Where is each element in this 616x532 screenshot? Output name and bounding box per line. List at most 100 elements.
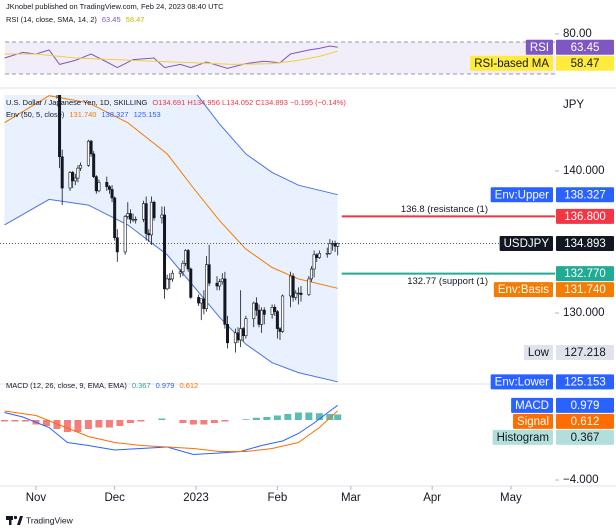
histogram-bar: [0, 420, 8, 422]
price-label-value: 132.770: [564, 268, 606, 280]
x-tick-label: Nov: [26, 492, 47, 504]
candle-body: [226, 324, 230, 344]
price-label-box: [556, 266, 614, 282]
candle-body: [202, 298, 206, 310]
candle-body: [71, 172, 75, 182]
pane-title: RSI (14, close, SMA, 14, 2): [6, 15, 97, 24]
histogram-bar: [63, 420, 71, 432]
unit-label: JPY: [563, 99, 584, 111]
price-label-value: 58.47: [571, 58, 600, 70]
histogram-bar: [126, 420, 134, 423]
histogram-bar: [179, 420, 187, 423]
candle-body: [160, 214, 164, 219]
histogram-bar: [84, 420, 92, 429]
histogram-bar: [53, 420, 61, 429]
candle-body: [197, 297, 201, 304]
price-label-name-box: [492, 429, 553, 445]
price-label-name: Env:Basis: [498, 284, 549, 296]
histogram-bar: [11, 420, 19, 422]
histogram-bar: [294, 412, 302, 420]
y-tick-label: 130.000: [563, 307, 605, 319]
rsi-pane: [4, 41, 555, 75]
candle-body: [273, 307, 277, 312]
histogram-bar: [252, 417, 260, 420]
candle-body: [189, 268, 193, 298]
price-label-box: [556, 282, 614, 298]
title-value: O134.691 H134.956 L134.052 C134.893 −0.1…: [152, 98, 346, 107]
title-value: 63.45: [102, 15, 121, 24]
candle-body: [142, 203, 146, 220]
histogram-bar: [105, 420, 113, 428]
price-label-name-box: [470, 55, 553, 71]
publisher-header: JKnobel published on TradingView.com, Fe…: [6, 2, 224, 11]
candle-body: [312, 254, 316, 270]
candle-body: [68, 172, 72, 189]
candle-body: [278, 328, 282, 332]
price-label-value: 63.45: [571, 42, 600, 54]
candle-body: [113, 197, 117, 239]
candle-body: [105, 182, 109, 187]
histogram-bar: [273, 415, 281, 420]
candle-body: [199, 298, 203, 304]
histogram-bar: [74, 420, 82, 432]
candle-body: [325, 253, 329, 255]
candle-body: [123, 216, 127, 253]
price-label-name-box: [490, 187, 553, 203]
price-label-name: MACD: [515, 400, 549, 412]
candle-body: [220, 278, 224, 283]
candle-body: [270, 307, 274, 315]
macd-line: [4, 410, 339, 452]
price-label-box: [556, 397, 614, 413]
candle-body: [315, 254, 319, 258]
x-tick-label: 2023: [183, 492, 209, 504]
price-label-value: 0.979: [571, 400, 600, 412]
price-label-box: [556, 345, 614, 361]
histogram-bar: [334, 414, 342, 420]
price-label-value: 0.612: [571, 416, 600, 428]
candle-body: [333, 243, 337, 247]
price-label-box: [556, 236, 614, 252]
candle-body: [252, 302, 256, 319]
histogram-bar: [242, 419, 250, 420]
level-label: 136.8 (resistance (1): [401, 204, 488, 215]
candle-body: [181, 262, 185, 273]
y-tick-label: 80.00: [563, 28, 592, 40]
price-pane: [0, 95, 555, 383]
candle-body: [257, 309, 261, 325]
histogram-bar: [315, 413, 323, 420]
candle-body: [86, 140, 90, 166]
price-label-name-box: [523, 345, 553, 361]
histogram-bar: [305, 412, 313, 420]
candle-body: [131, 218, 135, 221]
envelope-basis: [4, 95, 338, 289]
candle-body: [186, 250, 190, 270]
pane-title: Env (50, 5, close): [6, 110, 65, 119]
title-value: 125.153: [134, 110, 161, 119]
histogram-bar: [326, 414, 334, 420]
candle-body: [76, 167, 80, 179]
candle-body: [244, 318, 248, 337]
x-tick-label: May: [500, 492, 522, 504]
candle-body: [260, 309, 264, 325]
price-label-name: Env:Upper: [495, 189, 550, 201]
candle-body: [134, 218, 138, 221]
price-label-name: Env:Lower: [495, 376, 550, 388]
price-label-box: [556, 39, 614, 55]
candle-body: [184, 250, 188, 264]
price-label-name: Low: [528, 347, 550, 359]
x-tick-label: Feb: [267, 492, 287, 504]
candle-body: [170, 272, 174, 280]
histogram-bar: [137, 420, 145, 422]
candle-body: [330, 243, 334, 245]
y-tick-label: −4.000: [563, 474, 599, 486]
candle-body: [60, 156, 64, 189]
candle-body: [299, 292, 303, 295]
price-label-box: [556, 208, 614, 224]
logo-shape: [17, 516, 23, 525]
rsi-band-fill: [5, 42, 555, 74]
pane-title: U.S. Dollar / Japanese Yen, 1D, SKILLING: [6, 98, 147, 107]
title-value: 0.979: [156, 381, 175, 390]
candle-body: [110, 189, 114, 199]
